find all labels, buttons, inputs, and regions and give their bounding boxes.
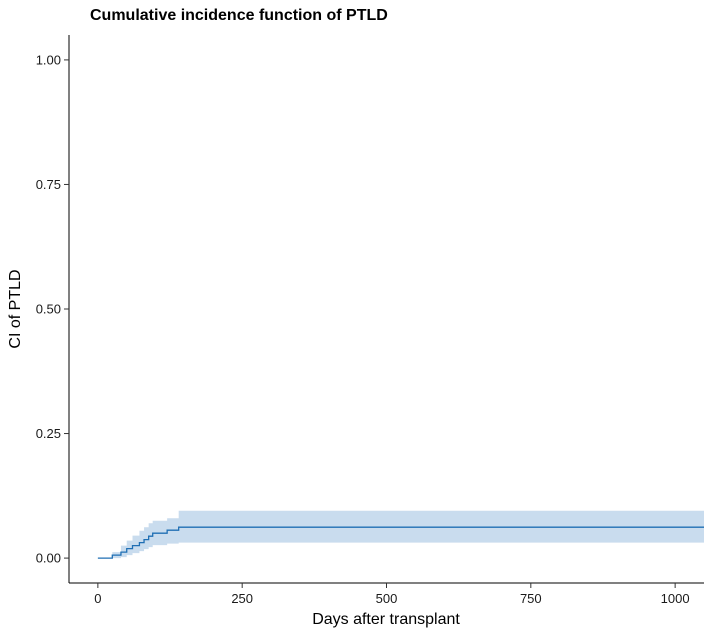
x-tick-label: 250 [231,591,253,606]
y-tick-label: 0.50 [36,302,61,317]
y-axis-title: CI of PTLD [7,269,24,348]
x-tick-label: 500 [376,591,398,606]
chart-title: Cumulative incidence function of PTLD [90,7,388,24]
y-tick-label: 0.75 [36,177,61,192]
x-tick-label: 1000 [661,591,690,606]
incidence-step-line [97,526,704,559]
y-tick-label: 1.00 [36,52,61,67]
x-axis-title: Days after transplant [312,611,460,628]
axes: 0.00 0.25 0.50 0.75 1.00 0 250 500 750 1000 [36,35,704,606]
confidence-band [97,510,705,559]
x-tick-label: 750 [520,591,542,606]
plot-area [97,510,705,559]
y-tick-label: 0.25 [36,426,61,441]
y-tick-label: 0.00 [36,551,61,566]
x-tick-label: 0 [94,591,101,606]
